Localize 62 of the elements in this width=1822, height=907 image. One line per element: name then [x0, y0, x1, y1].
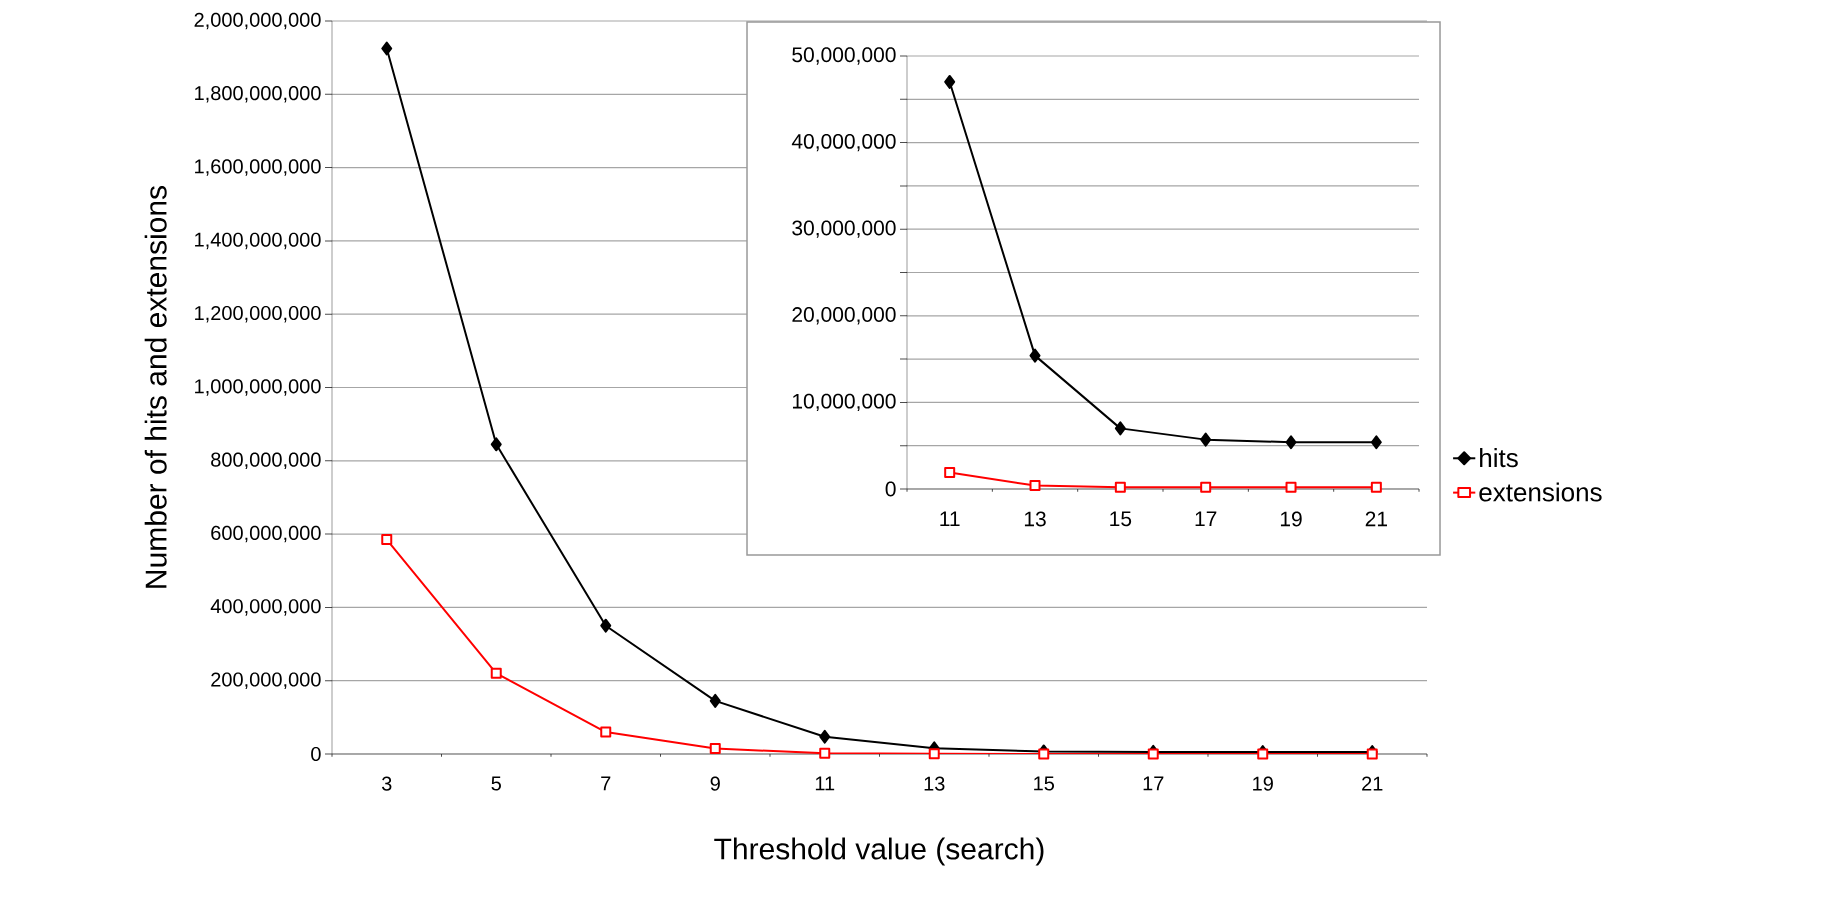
point	[381, 534, 393, 546]
x-tick-label: 17	[1195, 511, 1217, 526]
point	[709, 743, 721, 754]
point	[1029, 480, 1041, 492]
point	[819, 747, 831, 759]
point	[1200, 432, 1212, 447]
point	[944, 467, 956, 479]
y-tick-label: 600,000,000	[211, 525, 321, 543]
point	[1200, 481, 1212, 493]
point	[600, 726, 612, 738]
y-tick-label: 1,800,000,000	[195, 86, 321, 103]
point	[1285, 435, 1297, 450]
y-tick-label: 1,600,000,000	[195, 159, 321, 176]
point	[490, 667, 502, 679]
y-tick-label: 0	[311, 746, 321, 762]
x-tick-label: 15	[1034, 776, 1055, 791]
y-tick-label: 1,200,000,000	[195, 305, 321, 323]
point	[1029, 348, 1041, 363]
point	[600, 618, 612, 633]
x-tick-label: 9	[710, 776, 720, 791]
y-tick-label: 40,000,000	[791, 133, 896, 152]
x-tick-label: 5	[491, 776, 501, 791]
x-tick-label: 19	[1280, 511, 1302, 527]
y-tick-label: 1,400,000,000	[195, 232, 321, 250]
point	[1370, 481, 1382, 493]
legend-label: extensions	[1479, 482, 1602, 502]
y-tick-label: 30,000,000	[792, 220, 896, 238]
x-tick-label: 15	[1110, 511, 1132, 527]
y-tick-label: 0	[885, 481, 896, 497]
legend-label: hits	[1480, 448, 1518, 468]
x-tick-label: 17	[1143, 776, 1164, 791]
x-tick-label: 19	[1253, 776, 1273, 791]
point	[928, 748, 940, 760]
y-tick-label: 200,000,000	[211, 672, 321, 689]
y-tick-label: 1,000,000,000	[195, 379, 321, 396]
y-tick-label: 50,000,000	[792, 47, 896, 65]
point	[709, 693, 721, 708]
point	[1285, 481, 1297, 493]
x-tick-label: 13	[1024, 511, 1046, 527]
y-tick-label: 400,000,000	[210, 599, 321, 616]
point	[819, 729, 831, 744]
x-tick-label: 21	[1362, 776, 1383, 791]
point	[381, 41, 393, 56]
point	[944, 74, 956, 89]
point	[490, 437, 502, 452]
point	[1038, 748, 1050, 760]
x-axis-title: Threshold value (search)	[714, 837, 1044, 866]
point	[1370, 435, 1382, 450]
x-tick-label: 11	[940, 511, 960, 526]
point	[1114, 481, 1126, 493]
point	[1114, 421, 1126, 436]
y-tick-label: 10,000,000	[792, 393, 896, 412]
y-tick-label: 2,000,000,000	[194, 12, 321, 30]
x-tick-label: 21	[1365, 511, 1387, 527]
x-tick-label: 7	[601, 776, 611, 791]
y-tick-label: 800,000,000	[211, 452, 321, 470]
x-tick-label: 3	[381, 776, 392, 791]
point	[1147, 748, 1159, 760]
y-axis-title: Number of hits and extensions	[144, 186, 167, 588]
x-tick-label: 13	[924, 776, 945, 791]
y-tick-label: 20,000,000	[792, 307, 896, 325]
x-tick-label: 11	[815, 776, 835, 791]
